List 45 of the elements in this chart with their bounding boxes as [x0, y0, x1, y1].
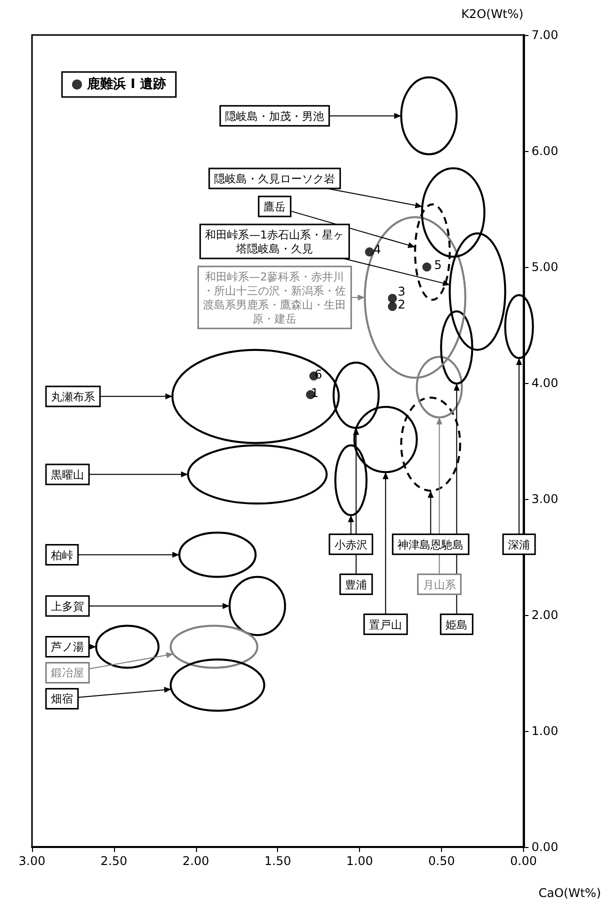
annotation: 神津島恩馳島: [398, 538, 464, 551]
annotation: 豊浦: [345, 578, 368, 591]
annotation: 上多賀: [51, 599, 84, 612]
legend-label: 鹿難浜 I 遺跡: [86, 76, 166, 92]
annotation: 和田峠系—2蓼科系・赤井川・所山十三の沢・新潟系・佐渡島系男鹿系・鷹森山・生田原・建岳: [203, 270, 346, 325]
x-axis-title: CaO(Wt%): [538, 886, 601, 900]
point: [422, 262, 432, 272]
point: [364, 247, 374, 256]
annotation: 3: [398, 284, 406, 298]
annotation: 5: [434, 258, 442, 272]
y-tick-label: 7.00: [531, 28, 558, 42]
annotation: 芦ノ湯: [51, 640, 84, 654]
point: [388, 294, 397, 303]
annotation: 小赤沢: [334, 538, 368, 551]
annotation: 月山系: [422, 578, 456, 591]
x-tick-label: 2.50: [100, 854, 128, 868]
y-tick-label: 3.00: [531, 492, 558, 506]
x-tick-label: 3.00: [18, 854, 46, 868]
annotation: 姫島: [446, 618, 468, 631]
x-tick-label: 1.50: [264, 854, 292, 868]
annotation: 和田峠系—1赤石山系・星ヶ塔隠岐島・久見: [205, 228, 344, 255]
annotation: 隠岐島・加茂・男池: [225, 109, 324, 122]
annotation: 黒曜山: [51, 468, 84, 481]
y-tick-label: 5.00: [531, 260, 558, 274]
annotation: 深浦: [508, 538, 530, 551]
annotation: 柏峠: [50, 548, 73, 562]
annotation: 鷹岳: [264, 200, 286, 213]
annotation: 丸瀬布系: [51, 390, 95, 403]
y-axis-title: K2O(Wt%): [461, 7, 524, 21]
annotation: 鍛冶屋: [51, 666, 84, 680]
annotation: 置戸山: [369, 618, 402, 631]
x-tick-label: 2.00: [182, 854, 210, 868]
y-tick-label: 2.00: [531, 608, 558, 622]
x-tick-label: 0.50: [428, 854, 455, 868]
x-tick-label: 1.00: [346, 854, 374, 868]
point: [388, 302, 397, 311]
x-tick-label: 0.00: [510, 854, 537, 868]
annotation: 隠岐島・久見ローソク岩: [214, 172, 336, 185]
annotation: 2: [398, 297, 406, 312]
y-tick-label: 4.00: [531, 376, 558, 390]
y-tick-label: 6.00: [531, 144, 558, 158]
y-tick-label: 1.00: [531, 724, 558, 738]
annotation: 4: [373, 242, 382, 257]
annotation: 畑宿: [51, 692, 73, 706]
y-tick-label: 0.00: [531, 840, 558, 854]
